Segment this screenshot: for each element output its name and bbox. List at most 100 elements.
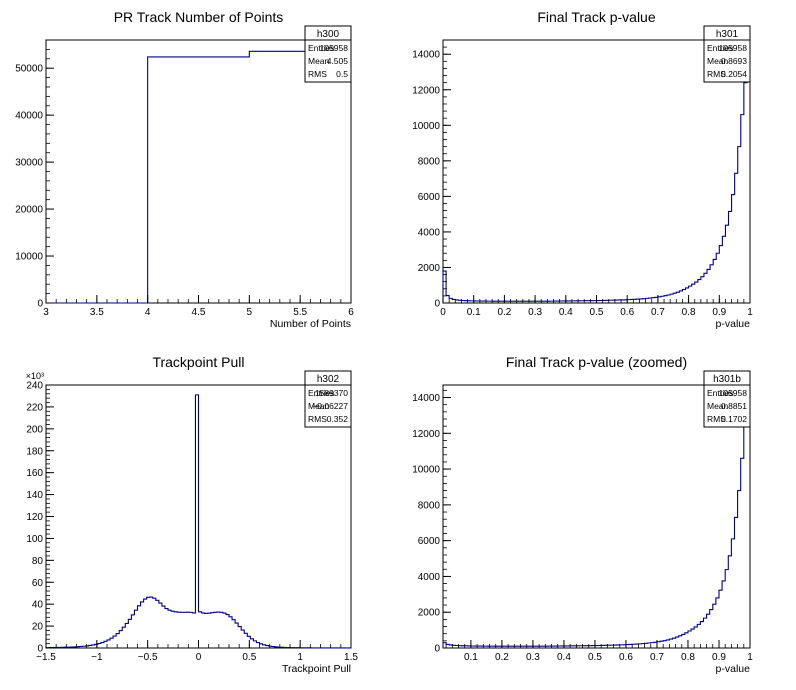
x-tick-label: 0.3 [528, 307, 542, 318]
y-tick-label: 40000 [15, 111, 43, 122]
y-tick-label: 0 [37, 644, 43, 655]
stats-box-frame [304, 370, 352, 428]
y-axis: 0 20 40 60 80 100 120 140 160 180 200 220 240 [26, 381, 54, 655]
x-tick-label: 1 [747, 307, 753, 318]
stats-box-frame [703, 370, 751, 428]
y-tick-label: 120 [26, 512, 43, 523]
stats-row-value: 1589370 [315, 388, 348, 398]
x-tick-label: 0.1 [464, 652, 478, 663]
histogram-panel-h301: Final Track p-value 0 0.1 0.2 0.3 0.4 0.5 0.6 0.… [412, 9, 753, 330]
panel-title: Trackpoint Pull [152, 354, 244, 370]
x-tick-label: −0.5 [138, 652, 158, 663]
y-tick-label: 14000 [412, 50, 440, 61]
stats-row-label: RMS [308, 414, 327, 424]
x-tick-label: 0.6 [620, 307, 634, 318]
stats-row-value: −0.06227 [312, 401, 348, 411]
y-tick-label: 8000 [418, 156, 441, 167]
stats-row-value: 0.5 [336, 69, 348, 79]
x-axis-label: p-value [716, 318, 751, 330]
y-axis: 0 2000 4000 6000 8000 10000 12000 14000 [412, 389, 451, 655]
histogram-series [45, 394, 351, 649]
stats-box-name: h302 [317, 374, 340, 385]
x-tick-label: 3.5 [90, 307, 104, 318]
x-tick-label: 0.8 [681, 652, 695, 663]
x-axis-label: Trackpoint Pull [282, 663, 351, 675]
panel-title: Final Track p-value [537, 9, 655, 25]
stats-box-frame [304, 25, 352, 83]
x-tick-label: 6 [348, 307, 354, 318]
y-tick-label: 40 [32, 600, 44, 611]
x-axis: 3 3.5 4 4.5 5 5.5 6 [43, 295, 354, 318]
x-tick-label: 1 [297, 652, 303, 663]
stats-row-label: Entries [707, 43, 733, 53]
x-tick-label: 0.5 [590, 307, 604, 318]
x-tick-label: 4 [145, 307, 151, 318]
y-tick-label: 20 [32, 622, 44, 633]
x-tick-label: 0.4 [557, 652, 571, 663]
stats-box-name: h301 [716, 29, 739, 40]
y-tick-label: 10000 [412, 465, 440, 476]
y-tick-label: 4000 [418, 572, 441, 583]
x-tick-label: 0.6 [619, 652, 633, 663]
stats-row-label: RMS [707, 414, 726, 424]
x-tick-label: 0.7 [650, 652, 664, 663]
histogram-panel-h301b: Final Track p-value (zoomed) 0.1 0.2 0.3 0.4… [412, 354, 753, 675]
y-tick-label: 6000 [418, 192, 441, 203]
stats-row-label: Mean [707, 56, 729, 66]
x-tick-label: 0.4 [559, 307, 573, 318]
y-tick-label: 2000 [418, 608, 441, 619]
stats-row-value: 105958 [320, 43, 349, 53]
y-axis: 0 2000 4000 6000 8000 10000 12000 14000 [412, 39, 451, 310]
x-tick-label: 4.5 [192, 307, 206, 318]
y-tick-label: 4000 [418, 227, 441, 238]
y-exponent-label: ×10³ [26, 371, 44, 381]
y-tick-label: 0 [434, 299, 440, 310]
panel-title: PR Track Number of Points [114, 9, 284, 25]
x-tick-label: 0.8 [682, 307, 696, 318]
histogram-panel-h300: PR Track Number of Points 3 3.5 4 4.5 5 5.5 6Nu… [15, 9, 354, 330]
x-axis: 0.1 0.2 0.3 0.4 0.5 0.6 0.7 0.8 0.9 1 [445, 640, 753, 663]
stats-row-label: Mean [707, 401, 729, 411]
y-tick-label: 240 [26, 381, 43, 392]
x-tick-label: −1.5 [36, 652, 56, 663]
y-tick-label: 12000 [412, 429, 440, 440]
x-axis-label: Number of Points [270, 318, 351, 330]
y-tick-label: 200 [26, 424, 43, 435]
y-tick-label: 8000 [418, 500, 441, 511]
stats-row-value: 0.352 [327, 414, 349, 424]
stats-row-label: Entries [707, 388, 733, 398]
stats-row-value: 0.1702 [721, 414, 747, 424]
stats-row-value: 105958 [719, 388, 748, 398]
stats-row-label: Mean [308, 56, 330, 66]
y-tick-label: 100 [26, 534, 43, 545]
x-tick-label: 0.9 [712, 307, 726, 318]
x-tick-label: 0.5 [242, 652, 256, 663]
plot-frame [442, 384, 751, 649]
y-tick-label: 140 [26, 490, 43, 501]
histogram-series [442, 50, 750, 303]
y-tick-label: 30000 [15, 158, 43, 169]
x-tick-label: 0.9 [712, 652, 726, 663]
x-axis: 0 0.1 0.2 0.3 0.4 0.5 0.6 0.7 0.8 0.9 1 [440, 295, 753, 318]
stats-box-name: h301b [713, 374, 741, 385]
histogram-series [46, 50, 351, 304]
y-axis: 0 10000 20000 30000 40000 50000 [15, 39, 54, 310]
x-tick-label: 1.5 [344, 652, 358, 663]
y-tick-label: 60 [32, 578, 44, 589]
x-tick-label: 5.5 [293, 307, 307, 318]
stats-row-label: RMS [707, 69, 726, 79]
y-tick-label: 220 [26, 402, 43, 413]
y-tick-label: 6000 [418, 536, 441, 547]
x-tick-label: 0.2 [497, 307, 511, 318]
stats-row-value: 0.8693 [721, 56, 747, 66]
panel-title: Final Track p-value (zoomed) [506, 354, 687, 370]
y-tick-label: 0 [37, 299, 43, 310]
x-tick-label: 5 [247, 307, 253, 318]
stats-row-label: Mean [308, 401, 330, 411]
x-tick-label: 1 [747, 652, 753, 663]
stats-row-value: 0.8851 [721, 401, 747, 411]
